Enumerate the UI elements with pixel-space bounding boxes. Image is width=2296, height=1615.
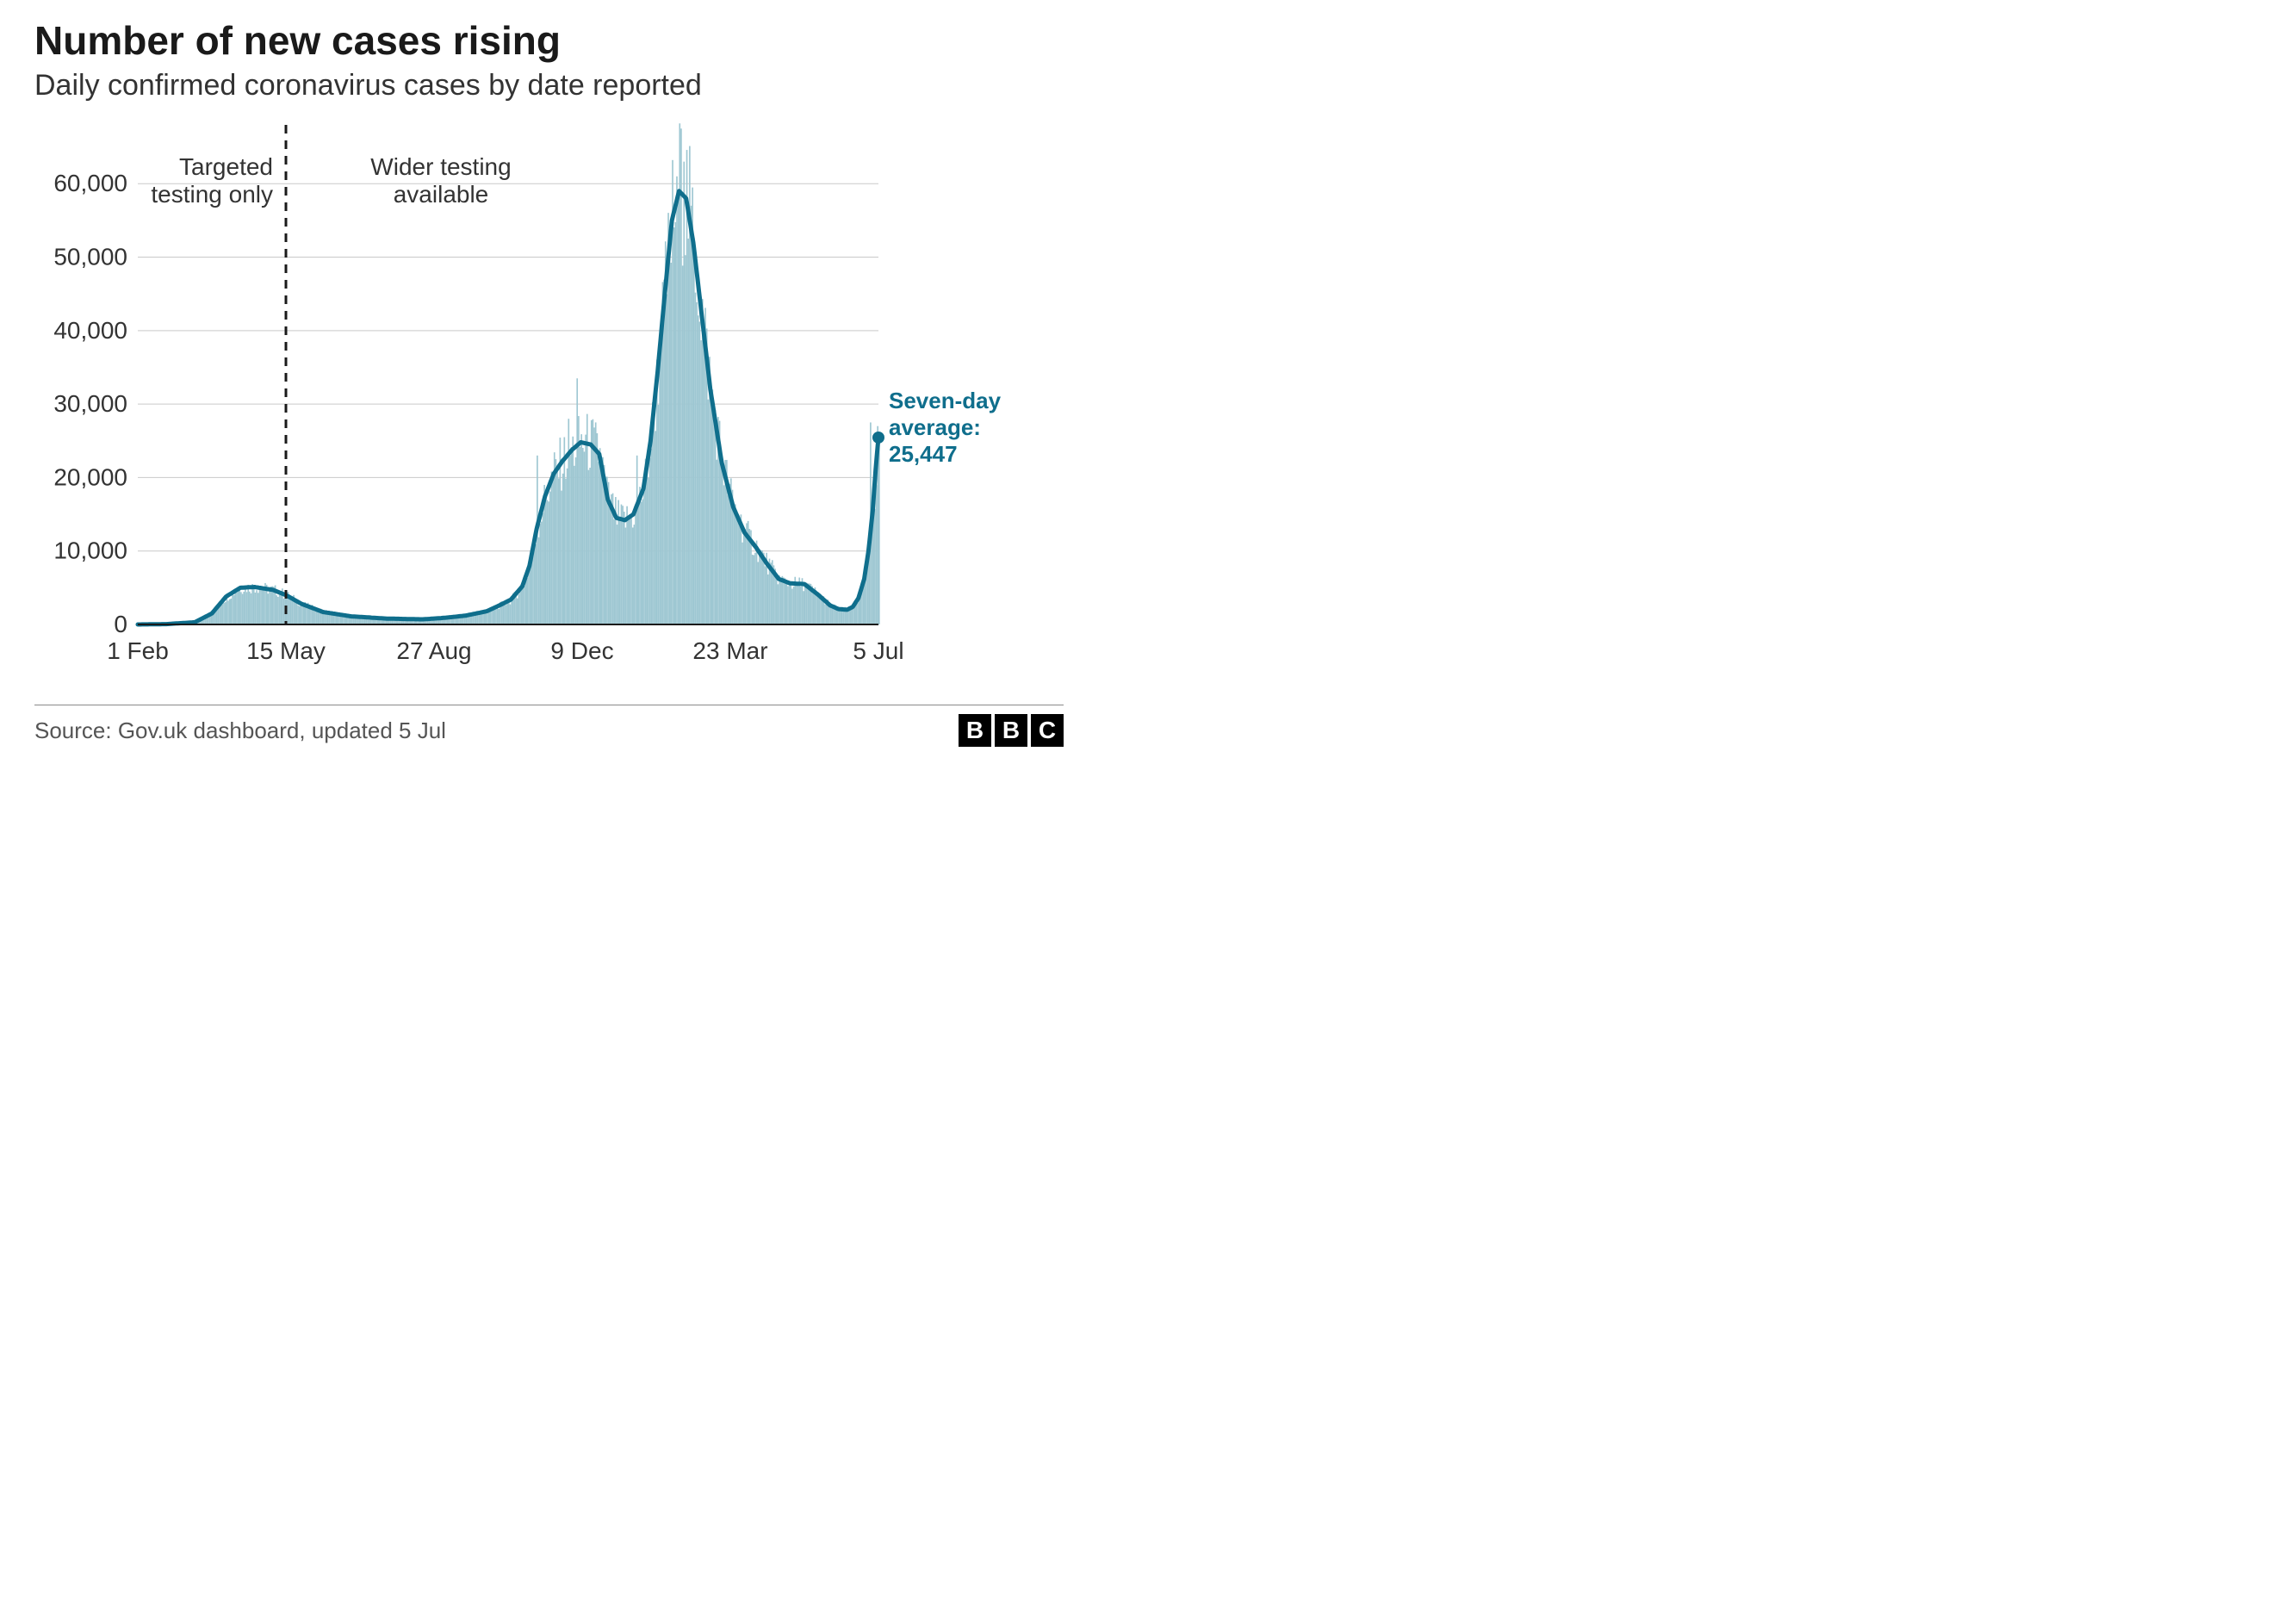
svg-text:27 Aug: 27 Aug [396,637,471,664]
callout-line1: Seven-day [889,388,1001,414]
callout-value: 25,447 [889,441,1001,468]
svg-text:9 Dec: 9 Dec [550,637,613,664]
svg-text:0: 0 [114,611,127,637]
source-text: Source: Gov.uk dashboard, updated 5 Jul [34,717,446,744]
svg-text:5 Jul: 5 Jul [853,637,903,664]
seven-day-average-callout: Seven-day average: 25,447 [889,388,1001,469]
chart-title: Number of new cases rising [34,17,1064,64]
svg-text:15 May: 15 May [246,637,326,664]
svg-text:testing only: testing only [151,181,273,208]
svg-text:60,000: 60,000 [53,170,127,196]
svg-text:23 Mar: 23 Mar [692,637,767,664]
svg-text:1 Feb: 1 Feb [107,637,169,664]
chart-container: Number of new cases rising Daily confirm… [0,0,1098,755]
bbc-logo-b1: B [959,714,991,747]
svg-text:Wider testing: Wider testing [370,153,511,180]
svg-text:50,000: 50,000 [53,244,127,270]
callout-line2: average: [889,414,1001,441]
chart-subtitle: Daily confirmed coronavirus cases by dat… [34,69,1064,102]
svg-text:available: available [394,181,489,208]
chart-footer: Source: Gov.uk dashboard, updated 5 Jul … [34,705,1064,747]
svg-text:10,000: 10,000 [53,537,127,564]
svg-text:20,000: 20,000 [53,463,127,490]
svg-text:Targeted: Targeted [179,153,273,180]
bbc-logo: B B C [959,714,1064,747]
bbc-logo-b2: B [995,714,1027,747]
svg-text:30,000: 30,000 [53,390,127,417]
bbc-logo-c: C [1031,714,1064,747]
svg-text:40,000: 40,000 [53,317,127,344]
chart-area: 0 10,000 20,000 30,000 40,000 50,000 60,000 1 F… [34,116,1064,689]
